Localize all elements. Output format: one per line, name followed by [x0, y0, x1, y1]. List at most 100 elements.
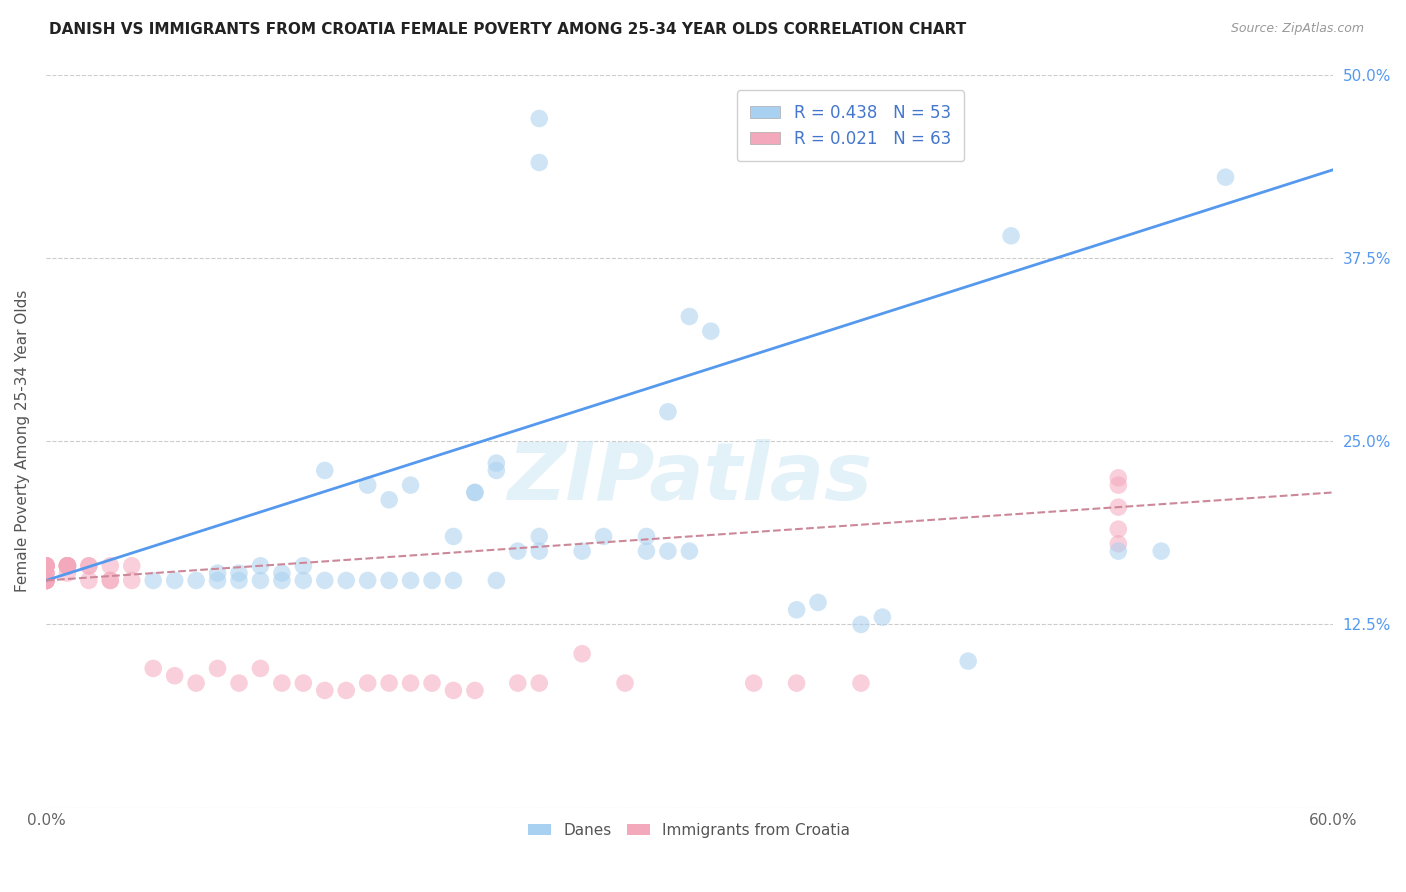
Point	[292, 676, 315, 690]
Point	[207, 661, 229, 675]
Point	[121, 574, 143, 588]
Point	[98, 574, 121, 588]
Point	[314, 683, 336, 698]
Point	[678, 544, 700, 558]
Y-axis label: Female Poverty Among 25-34 Year Olds: Female Poverty Among 25-34 Year Olds	[15, 290, 30, 592]
Point	[35, 558, 58, 573]
Legend: Danes, Immigrants from Croatia: Danes, Immigrants from Croatia	[523, 817, 856, 844]
Point	[529, 529, 551, 543]
Point	[786, 603, 808, 617]
Point	[292, 558, 315, 573]
Point	[742, 676, 765, 690]
Point	[1107, 537, 1129, 551]
Point	[270, 676, 292, 690]
Point	[1150, 544, 1173, 558]
Point	[529, 112, 551, 126]
Point	[378, 676, 401, 690]
Point	[77, 574, 100, 588]
Point	[678, 310, 700, 324]
Point	[443, 529, 465, 543]
Point	[420, 574, 443, 588]
Point	[35, 558, 58, 573]
Point	[1107, 522, 1129, 536]
Point	[657, 544, 679, 558]
Point	[443, 574, 465, 588]
Point	[420, 676, 443, 690]
Point	[485, 574, 508, 588]
Point	[1107, 544, 1129, 558]
Point	[485, 463, 508, 477]
Point	[1107, 478, 1129, 492]
Point	[56, 558, 79, 573]
Point	[636, 529, 658, 543]
Text: ZIPatlas: ZIPatlas	[508, 439, 872, 516]
Point	[98, 558, 121, 573]
Point	[464, 485, 486, 500]
Text: DANISH VS IMMIGRANTS FROM CROATIA FEMALE POVERTY AMONG 25-34 YEAR OLDS CORRELATI: DANISH VS IMMIGRANTS FROM CROATIA FEMALE…	[49, 22, 966, 37]
Point	[207, 574, 229, 588]
Point	[270, 566, 292, 581]
Point	[571, 544, 593, 558]
Point	[56, 558, 79, 573]
Point	[56, 558, 79, 573]
Point	[35, 558, 58, 573]
Point	[807, 595, 830, 609]
Point	[35, 574, 58, 588]
Point	[35, 574, 58, 588]
Point	[464, 485, 486, 500]
Point	[529, 676, 551, 690]
Point	[849, 676, 872, 690]
Point	[700, 324, 723, 338]
Point	[1107, 500, 1129, 515]
Point	[35, 574, 58, 588]
Point	[35, 574, 58, 588]
Point	[35, 574, 58, 588]
Point	[786, 676, 808, 690]
Point	[357, 676, 380, 690]
Point	[485, 456, 508, 470]
Point	[443, 683, 465, 698]
Point	[77, 558, 100, 573]
Point	[184, 574, 207, 588]
Point	[35, 558, 58, 573]
Point	[228, 676, 250, 690]
Point	[399, 478, 422, 492]
Point	[357, 574, 380, 588]
Point	[249, 574, 271, 588]
Point	[35, 558, 58, 573]
Point	[56, 558, 79, 573]
Point	[636, 544, 658, 558]
Point	[314, 574, 336, 588]
Point	[335, 683, 357, 698]
Text: Source: ZipAtlas.com: Source: ZipAtlas.com	[1230, 22, 1364, 36]
Point	[614, 676, 637, 690]
Point	[529, 155, 551, 169]
Point	[506, 544, 529, 558]
Point	[872, 610, 894, 624]
Point	[142, 661, 165, 675]
Point	[399, 574, 422, 588]
Point	[506, 676, 529, 690]
Point	[56, 558, 79, 573]
Point	[335, 574, 357, 588]
Point	[378, 492, 401, 507]
Point	[314, 463, 336, 477]
Point	[357, 478, 380, 492]
Point	[35, 558, 58, 573]
Point	[1000, 228, 1022, 243]
Point	[292, 574, 315, 588]
Point	[35, 558, 58, 573]
Point	[35, 566, 58, 581]
Point	[464, 683, 486, 698]
Point	[957, 654, 980, 668]
Point	[56, 566, 79, 581]
Point	[184, 676, 207, 690]
Point	[571, 647, 593, 661]
Point	[207, 566, 229, 581]
Point	[378, 574, 401, 588]
Point	[35, 574, 58, 588]
Point	[399, 676, 422, 690]
Point	[35, 566, 58, 581]
Point	[1107, 471, 1129, 485]
Point	[35, 574, 58, 588]
